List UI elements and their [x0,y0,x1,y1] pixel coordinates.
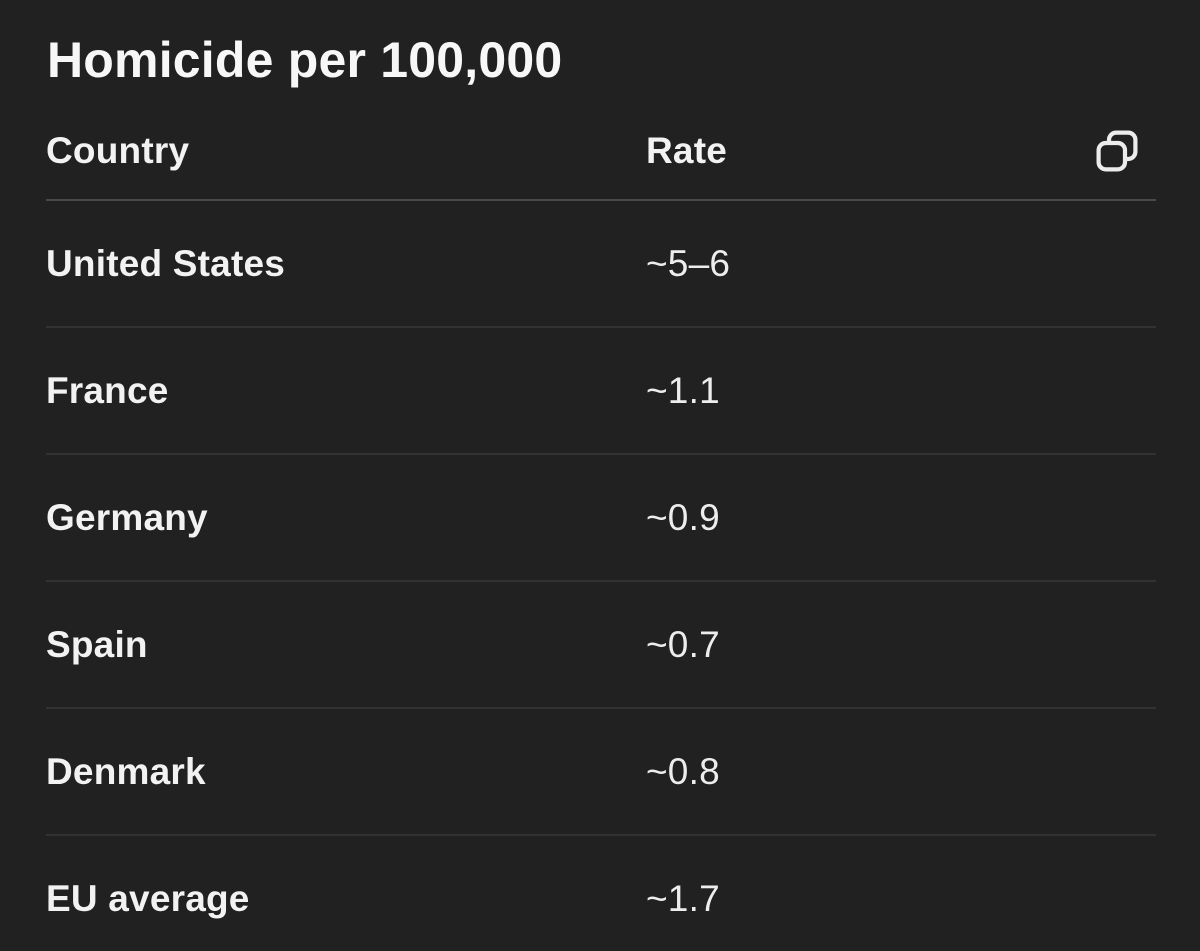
copy-icon [1093,127,1141,175]
table-row: Germany ~0.9 [46,455,1156,582]
cell-rate: ~0.9 [646,496,720,538]
cell-country: Spain [46,623,148,665]
column-header-country: Country [46,130,190,171]
table-row: Denmark ~0.8 [46,709,1156,836]
cell-rate: ~1.7 [646,877,720,919]
table-row: Spain ~0.7 [46,582,1156,709]
copy-table-button[interactable] [1090,124,1144,178]
cell-rate: ~1.1 [646,369,720,411]
cell-country: France [46,369,169,411]
cell-rate: ~0.8 [646,750,720,792]
cell-country: United States [46,242,286,284]
cell-country: Denmark [46,750,206,792]
cell-rate: ~0.7 [646,623,720,665]
table-header-row: Country Rate [46,103,1156,201]
cell-country: Germany [46,496,208,538]
table-row: United States ~5–6 [46,201,1156,328]
column-header-rate: Rate [646,130,727,171]
page-title: Homicide per 100,000 [47,32,563,88]
table-row: EU average ~1.7 [46,836,1156,951]
table-row: France ~1.1 [46,328,1156,455]
cell-rate: ~5–6 [646,242,731,284]
cell-country: EU average [46,877,250,919]
